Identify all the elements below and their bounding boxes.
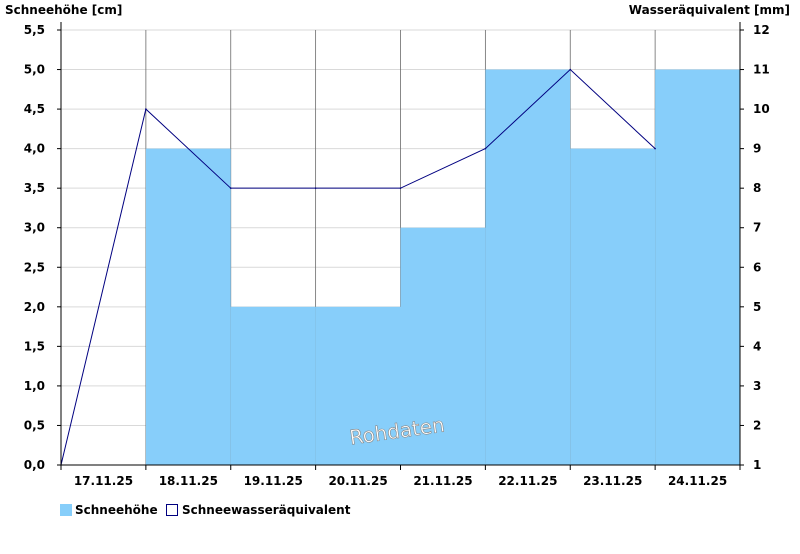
right-tick-label: 10 xyxy=(753,102,770,116)
right-tick-label: 8 xyxy=(753,181,761,195)
left-tick-label: 4,5 xyxy=(24,102,45,116)
line-point-20.11.25 xyxy=(314,187,317,189)
x-tick-label: 19.11.25 xyxy=(244,474,303,488)
right-tick-label: 3 xyxy=(753,379,761,393)
axes xyxy=(57,22,744,470)
legend: Schneehöhe Schneewasseräquivalent xyxy=(60,503,351,517)
left-tick-label: 1,5 xyxy=(24,339,45,353)
line-point-19.11.25 xyxy=(229,187,232,189)
legend-swatch-bars xyxy=(60,504,72,516)
x-tick-label: 18.11.25 xyxy=(159,474,218,488)
right-tick-label: 1 xyxy=(753,458,761,472)
x-tick-label: 20.11.25 xyxy=(328,474,387,488)
right-tick-label: 5 xyxy=(753,300,761,314)
x-tick-label: 24.11.25 xyxy=(668,474,727,488)
legend-label-bars: Schneehöhe xyxy=(75,503,158,517)
left-tick-label: 1,0 xyxy=(24,379,45,393)
bar-19.11.25 xyxy=(230,306,316,465)
right-tick-label: 12 xyxy=(753,23,770,37)
right-tick-label: 6 xyxy=(753,260,761,274)
legend-label-line: Schneewasseräquivalent xyxy=(182,503,351,517)
left-tick-label: 0,5 xyxy=(24,418,45,432)
line-point-18.11.25 xyxy=(145,108,147,110)
tick-labels: 0,00,51,01,52,02,53,03,54,04,55,05,51234… xyxy=(24,23,770,488)
right-tick-label: 9 xyxy=(753,142,761,156)
right-axis-title: Wasseräquivalent [mm] xyxy=(629,3,790,17)
bar-series xyxy=(145,69,740,466)
bar-23.11.25 xyxy=(570,148,656,466)
left-tick-label: 3,5 xyxy=(24,181,45,195)
bar-20.11.25 xyxy=(315,306,401,465)
left-tick-label: 3,0 xyxy=(24,221,45,235)
line-point-21.11.25 xyxy=(399,187,402,189)
left-axis-title: Schneehöhe [cm] xyxy=(5,3,122,17)
line-point-22.11.25 xyxy=(484,147,487,150)
bar-21.11.25 xyxy=(400,227,486,465)
x-tick-label: 17.11.25 xyxy=(74,474,133,488)
x-tick-label: 23.11.25 xyxy=(583,474,642,488)
right-tick-label: 11 xyxy=(753,63,770,77)
left-tick-label: 2,0 xyxy=(24,300,45,314)
legend-swatch-line xyxy=(166,504,178,516)
x-tick-label: 21.11.25 xyxy=(413,474,472,488)
left-tick-label: 5,5 xyxy=(24,23,45,37)
line-point-23.11.25 xyxy=(569,68,572,71)
left-tick-label: 5,0 xyxy=(24,63,45,77)
right-tick-label: 4 xyxy=(753,339,761,353)
left-tick-label: 2,5 xyxy=(24,260,45,274)
left-tick-label: 0,0 xyxy=(24,458,45,472)
bar-22.11.25 xyxy=(485,69,571,465)
bar-18.11.25 xyxy=(145,148,231,466)
x-tick-label: 22.11.25 xyxy=(498,474,557,488)
line-point-24.11.25 xyxy=(654,147,656,150)
right-tick-label: 2 xyxy=(753,418,761,432)
right-tick-label: 7 xyxy=(753,221,761,235)
bar-24.11.25 xyxy=(655,69,740,465)
water-equivalent-line xyxy=(60,68,656,466)
left-tick-label: 4,0 xyxy=(24,142,45,156)
